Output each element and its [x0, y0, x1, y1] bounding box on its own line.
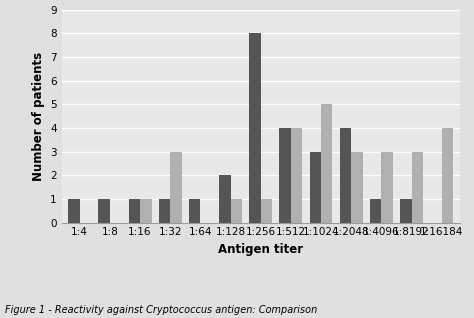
Bar: [68, 199, 80, 223]
Bar: [159, 199, 170, 223]
Bar: [230, 199, 242, 223]
Bar: [321, 104, 332, 223]
Bar: [249, 33, 261, 223]
Bar: [189, 199, 201, 223]
Bar: [400, 199, 411, 223]
Bar: [99, 199, 110, 223]
Bar: [442, 128, 453, 223]
Bar: [370, 199, 382, 223]
Bar: [279, 128, 291, 223]
Y-axis label: Number of patients: Number of patients: [32, 52, 45, 181]
Bar: [140, 199, 152, 223]
Text: Figure 1 - Reactivity against Cryptococcus antigen: Comparison: Figure 1 - Reactivity against Cryptococc…: [5, 305, 317, 315]
Bar: [340, 128, 351, 223]
Bar: [351, 152, 363, 223]
Bar: [219, 175, 230, 223]
Bar: [170, 152, 182, 223]
Bar: [128, 199, 140, 223]
Bar: [291, 128, 302, 223]
Bar: [261, 199, 272, 223]
Bar: [411, 152, 423, 223]
Bar: [382, 152, 393, 223]
Bar: [310, 152, 321, 223]
X-axis label: Antigen titer: Antigen titer: [218, 243, 303, 256]
